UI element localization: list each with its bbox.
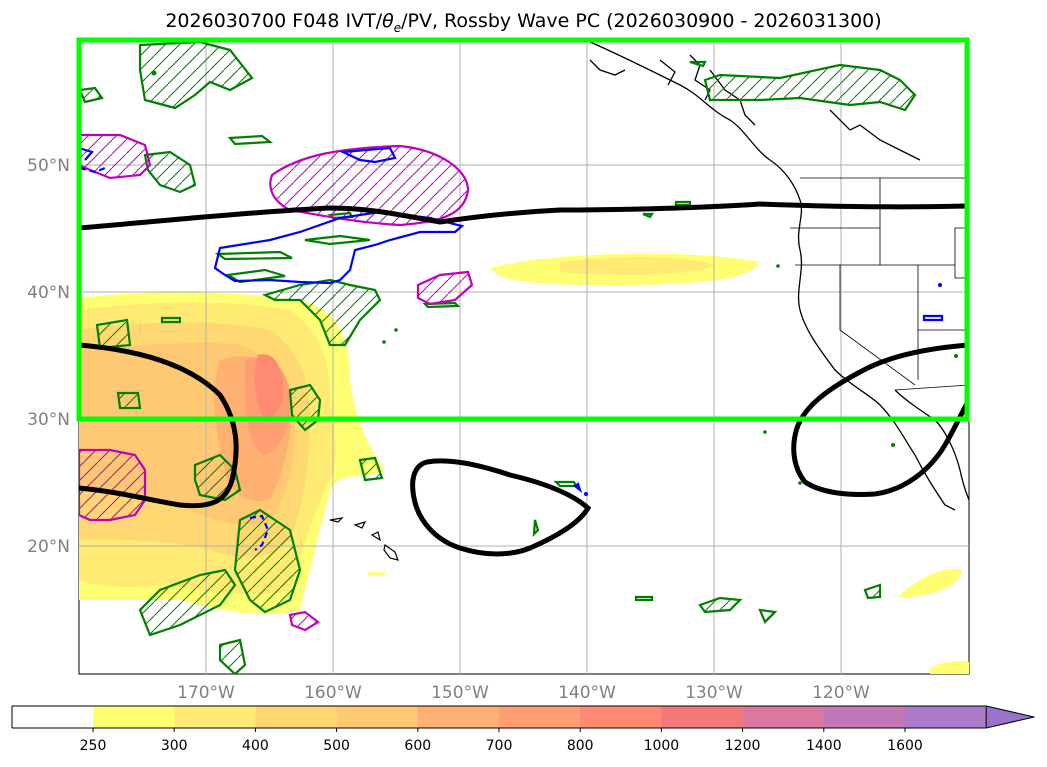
lon-label: 140°W [558, 683, 616, 703]
lon-label: 130°W [685, 683, 743, 703]
lon-label: 150°W [431, 683, 489, 703]
colorbar-segment [417, 706, 500, 728]
lon-label: 120°W [812, 683, 870, 703]
lat-label: 30°N [27, 410, 70, 430]
colorbar-segment [580, 706, 662, 728]
colorbar-segment [336, 706, 419, 728]
colorbar-segment [905, 706, 987, 728]
lat-label: 40°N [27, 283, 70, 303]
colorbar-tick-label: 500 [323, 738, 350, 754]
lon-label: 160°W [304, 683, 362, 703]
hawaii-islands [329, 517, 399, 561]
latitude-labels: 50°N 40°N 30°N 20°N [27, 156, 70, 557]
blue-markers [584, 283, 942, 496]
colorbar-segment [661, 706, 744, 728]
colorbar-segment [499, 706, 581, 728]
green-markers [151, 70, 958, 485]
colorbar-segment [742, 706, 825, 728]
colorbar-tick-label: 250 [80, 738, 107, 754]
colorbar-tick-label: 300 [161, 738, 188, 754]
colorbar-extend-arrow [985, 705, 1035, 729]
colorbar-tick-label: 600 [404, 738, 431, 754]
blue-contours [79, 146, 944, 551]
colorbar-segment [174, 706, 256, 728]
colorbar-segment [823, 706, 906, 728]
colorbar-segment [255, 706, 338, 728]
colorbar-segment [93, 706, 175, 728]
lat-label: 50°N [27, 156, 70, 176]
colorbar-tick-label: 1000 [644, 738, 680, 754]
pv-green-contours [79, 40, 917, 674]
colorbar-tick-label: 1600 [887, 738, 923, 754]
pv-magenta-contours [79, 133, 474, 632]
colorbar-tick-label: 400 [242, 738, 269, 754]
lat-label: 20°N [27, 537, 70, 557]
colorbar-tick-label: 1400 [806, 738, 842, 754]
region-box [76, 37, 970, 422]
rossby-wave-contours [79, 201, 969, 557]
longitude-labels: 170°W 160°W 150°W 140°W 130°W 120°W [177, 683, 870, 703]
colorbar-tick-label: 800 [567, 738, 594, 754]
colorbar-tick-label: 700 [486, 738, 513, 754]
colorbar: 250 300 400 500 600 700 800 1000 1200 1400 1600 [11, 705, 1035, 754]
lon-label: 170°W [177, 683, 235, 703]
colorbar-tick-label: 1200 [725, 738, 761, 754]
colorbar-segment [12, 706, 93, 728]
political-boundaries [790, 177, 969, 391]
map-title: 2026030700 F048 IVT/θe/PV, Rossby Wave P… [165, 10, 882, 35]
